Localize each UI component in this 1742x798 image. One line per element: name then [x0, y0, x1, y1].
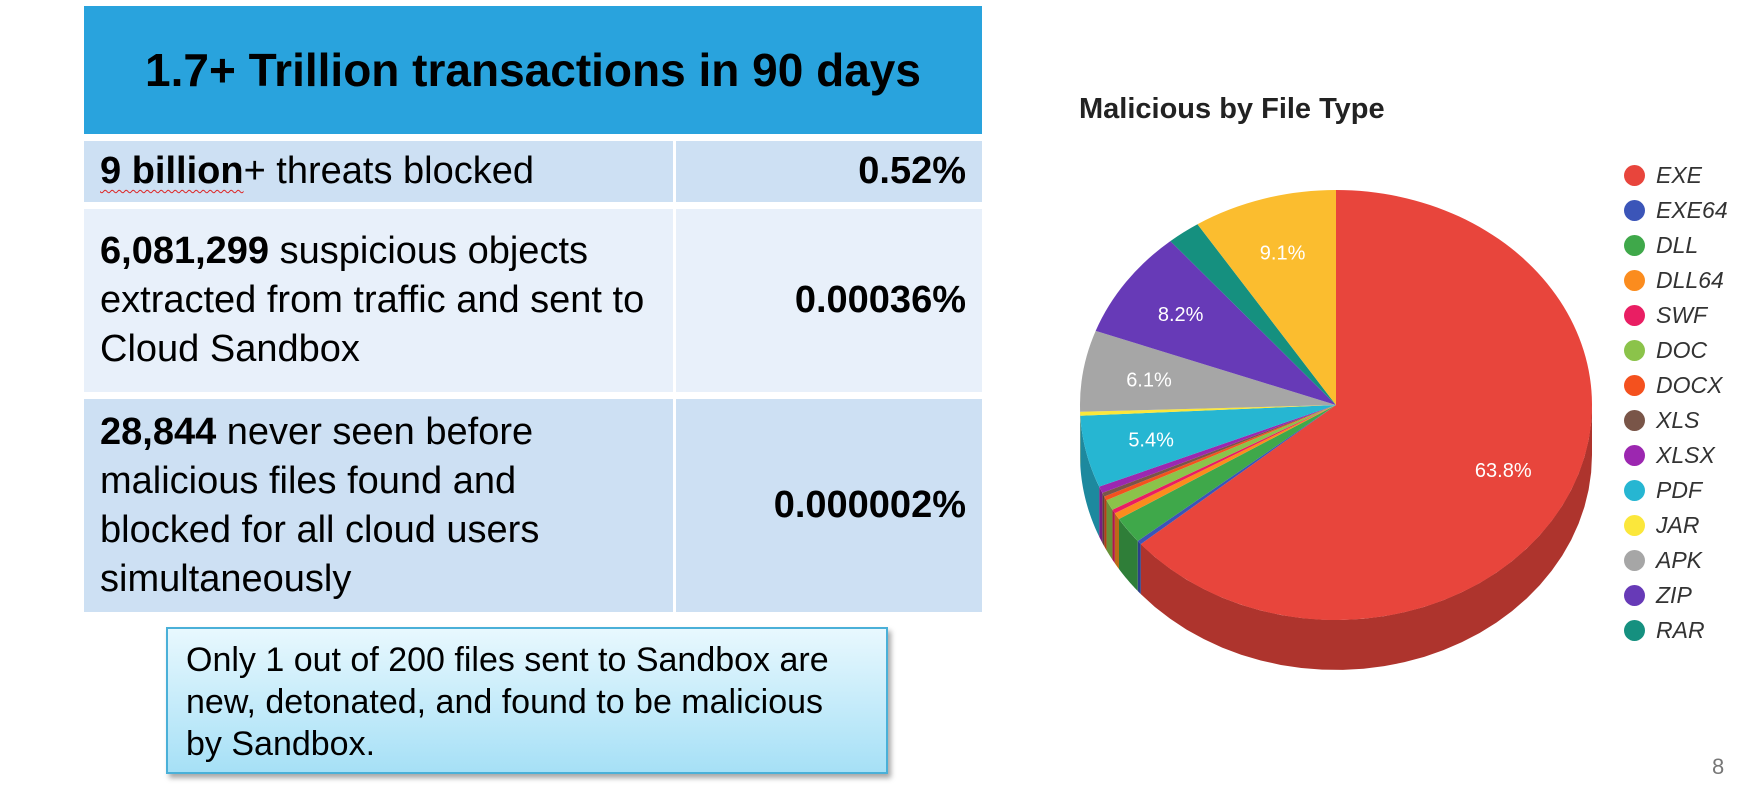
legend-item: APK [1624, 543, 1728, 578]
legend-label: APK [1656, 547, 1703, 573]
legend-item: DLL [1624, 228, 1728, 263]
legend-label: SWF [1656, 302, 1708, 328]
legend-label: JAR [1656, 512, 1700, 538]
pie-slice-other [1197, 190, 1336, 405]
table-row: 28,844 never seen before malicious files… [84, 392, 982, 612]
pie-side-xls [1102, 492, 1105, 547]
legend-swatch [1624, 305, 1645, 326]
pie-side-pdf [1080, 415, 1100, 537]
row-highlight: 28,844 [100, 410, 217, 453]
row-percentage: 0.52% [673, 141, 982, 202]
pie-side-walls [1080, 405, 1592, 670]
legend-swatch [1624, 235, 1645, 256]
legend-label: PDF [1656, 477, 1702, 503]
row-percentage: 0.00036% [673, 209, 982, 392]
legend-item: EXE [1624, 158, 1728, 193]
legend-swatch [1624, 515, 1645, 536]
note-box: Only 1 out of 200 files sent to Sandbox … [166, 627, 888, 774]
legend-item: XLSX [1624, 438, 1728, 473]
pie-side-docx [1104, 496, 1107, 551]
pie-slice-exe64 [1137, 405, 1336, 545]
pie-data-label: 63.8% [1475, 460, 1532, 482]
legend-item: ZIP [1624, 578, 1728, 613]
legend-item: DOC [1624, 333, 1728, 368]
table-title: 1.7+ Trillion transactions in 90 days [145, 44, 921, 96]
legend-label: ZIP [1656, 582, 1692, 608]
pie-slice-jar [1080, 405, 1336, 416]
pie-side-swf [1112, 509, 1115, 564]
chart-legend: EXE EXE64 DLL DLL64 SWF DOC DOCX XLS XLSX PDF JAR A… [1624, 158, 1728, 648]
legend-item: DOCX [1624, 368, 1728, 403]
pie-slice-docx [1104, 405, 1336, 501]
legend-label: EXE64 [1656, 197, 1728, 223]
table-row: 6,081,299 suspicious objects extracted f… [84, 202, 982, 392]
legend-label: DOCX [1656, 372, 1723, 398]
pie-slice-dll64 [1114, 405, 1336, 520]
page-number: 8 [1712, 754, 1725, 779]
legend-label: EXE [1656, 162, 1703, 188]
row-description: 28,844 never seen before malicious files… [84, 399, 673, 612]
legend-label: DOC [1656, 337, 1708, 363]
legend-label: DLL [1656, 232, 1699, 258]
row-description: 9 billion+ threats blocked [84, 141, 673, 202]
legend-swatch [1624, 165, 1645, 186]
legend-swatch [1624, 480, 1645, 501]
row-description: 6,081,299 suspicious objects extracted f… [84, 209, 673, 392]
row-text: + threats blocked [243, 150, 535, 192]
pie-side-exe64 [1137, 541, 1141, 595]
legend-swatch [1624, 200, 1645, 221]
pie-side-doc [1106, 500, 1113, 560]
legend-swatch [1624, 270, 1645, 291]
stats-table: 1.7+ Trillion transactions in 90 days 9 … [84, 6, 982, 612]
legend-swatch [1624, 550, 1645, 571]
pie-data-label: 6.1% [1126, 370, 1172, 392]
legend-item: XLS [1624, 403, 1728, 438]
legend-item: EXE64 [1624, 193, 1728, 228]
legend-swatch [1624, 620, 1645, 641]
pie-slice-swf [1112, 405, 1336, 514]
pie-side-dll [1118, 519, 1138, 592]
legend-swatch [1624, 410, 1645, 431]
row-highlight: 6,081,299 [100, 230, 270, 272]
legend-item: RAR [1624, 613, 1728, 648]
row-text: suspicious objects extracted from traffi… [100, 230, 645, 370]
legend-item: PDF [1624, 473, 1728, 508]
table-row: 9 billion+ threats blocked 0.52% [84, 134, 982, 202]
legend-item: DLL64 [1624, 263, 1728, 298]
legend-swatch [1624, 375, 1645, 396]
pie-slice-rar [1170, 224, 1336, 405]
legend-label: DLL64 [1656, 267, 1724, 293]
legend-swatch [1624, 340, 1645, 361]
pie-chart: 63.8% 5.4% 6.1% 8.2% 9.1% [1080, 190, 1592, 670]
pie-slice-doc [1106, 405, 1336, 510]
pie-side-dll64 [1114, 513, 1119, 570]
pie-side-xlsx [1099, 486, 1103, 543]
pie-data-label: 9.1% [1260, 242, 1306, 264]
row-percentage: 0.000002% [673, 399, 982, 612]
row-highlight: 9 billion [100, 150, 244, 192]
pie-slice-exe [1140, 190, 1592, 620]
table-header: 1.7+ Trillion transactions in 90 days [84, 6, 982, 134]
legend-item: SWF [1624, 298, 1728, 333]
pie-slice-dll [1118, 405, 1336, 542]
legend-label: XLSX [1656, 442, 1715, 468]
legend-label: RAR [1656, 617, 1705, 643]
legend-swatch [1624, 585, 1645, 606]
chart-title: Malicious by File Type [1079, 93, 1385, 125]
pie-slice-apk [1080, 330, 1336, 412]
pie-slice-zip [1095, 241, 1336, 405]
pie-slice-pdf [1080, 405, 1336, 487]
pie-slice-xlsx [1099, 405, 1336, 493]
legend-label: XLS [1656, 407, 1700, 433]
legend-item: JAR [1624, 508, 1728, 543]
pie-data-label: 8.2% [1158, 304, 1204, 326]
row-text: never seen before malicious files found … [100, 410, 540, 600]
pie-slice-xls [1102, 405, 1336, 497]
pie-side-exe [1140, 405, 1592, 670]
pie-data-label: 5.4% [1128, 430, 1174, 452]
legend-swatch [1624, 445, 1645, 466]
